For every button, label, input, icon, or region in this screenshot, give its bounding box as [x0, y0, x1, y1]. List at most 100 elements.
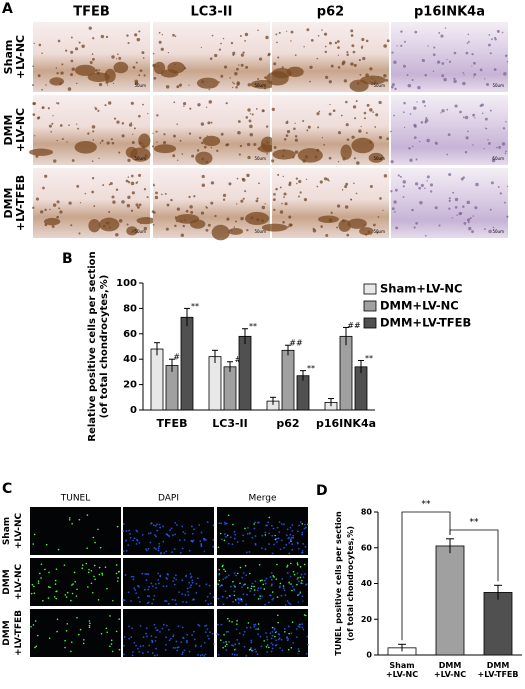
nucleus [174, 599, 177, 602]
cell [125, 179, 129, 183]
cell [56, 215, 59, 219]
row-label: DMM+LV-NC [2, 564, 24, 601]
row-label: DMM+LV-NC [2, 108, 27, 152]
tunel-cell [276, 596, 279, 598]
y-axis-title: Relative positive cells per section(of t… [87, 251, 110, 441]
nucleus [206, 595, 209, 598]
cell [451, 217, 453, 219]
cell [191, 154, 195, 158]
cell [411, 78, 414, 81]
tunel-cell [88, 620, 91, 622]
cell [362, 56, 366, 61]
nucleus [153, 547, 156, 549]
nucleus [290, 632, 293, 635]
cell [336, 204, 341, 208]
nucleus [307, 643, 309, 646]
nucleus [225, 522, 228, 525]
nucleus [238, 642, 241, 645]
tunel-cell [109, 615, 111, 617]
marrow [211, 224, 230, 241]
nucleus [266, 643, 269, 646]
nucleus [122, 523, 125, 525]
nucleus [287, 625, 290, 628]
cell [503, 201, 506, 204]
cell [330, 211, 333, 214]
tunel-cell [249, 648, 252, 651]
cell [161, 34, 164, 36]
row-label-line: +LV-TFEB [14, 175, 27, 231]
nucleus [129, 536, 132, 539]
y-tick-label: 40 [361, 579, 373, 588]
cell [126, 204, 131, 208]
cell [468, 40, 470, 43]
nucleus [147, 588, 150, 591]
cell [138, 114, 141, 118]
nucleus [283, 589, 286, 592]
cell [429, 183, 434, 187]
nucleus [181, 579, 184, 582]
cell [319, 180, 323, 184]
cell [408, 147, 411, 150]
cell [143, 74, 146, 77]
cell [346, 53, 349, 56]
scale-bar: 50um [373, 229, 385, 234]
cell [52, 203, 57, 207]
nucleus [225, 649, 228, 651]
nucleus [135, 592, 138, 595]
cell [285, 134, 289, 137]
nucleus [298, 623, 301, 626]
tunel-cell [90, 582, 93, 585]
cell [385, 79, 389, 82]
nucleus [200, 645, 203, 648]
cell [353, 63, 357, 67]
tunel-cell [68, 517, 71, 519]
nucleus [306, 635, 309, 638]
nucleus [257, 587, 260, 590]
cell [273, 146, 277, 149]
nucleus [178, 539, 181, 542]
cell [105, 35, 109, 39]
cell [329, 103, 331, 106]
cell [76, 82, 78, 85]
nucleus [275, 639, 278, 642]
legend-label: Sham+LV-NC [380, 282, 463, 296]
cell [462, 81, 466, 86]
cell [412, 145, 414, 148]
marrow [261, 223, 288, 232]
nucleus [159, 630, 161, 633]
marrow [125, 146, 138, 158]
cell [466, 42, 469, 45]
tunel-cell [66, 622, 69, 625]
marrow [138, 133, 151, 149]
cell [174, 224, 177, 228]
cell [344, 185, 348, 189]
legend-swatch [363, 317, 377, 329]
cell [237, 130, 241, 135]
nucleus [234, 533, 237, 536]
tunel-cell [87, 586, 89, 588]
cell [101, 139, 104, 142]
tunel-cell [101, 574, 104, 576]
cell [286, 130, 291, 134]
nucleus [182, 600, 184, 603]
nucleus [254, 543, 257, 546]
cell [236, 203, 238, 205]
nucleus [271, 647, 274, 650]
cell [249, 113, 252, 115]
cell [156, 114, 159, 117]
cell [98, 69, 101, 72]
tunel-cell [85, 562, 88, 565]
nucleus [265, 632, 267, 634]
bar [208, 356, 222, 411]
cell [413, 124, 417, 128]
cell [462, 116, 465, 119]
nucleus [138, 600, 141, 603]
cell [464, 115, 469, 120]
nucleus [122, 599, 125, 601]
nucleus [177, 625, 180, 628]
nucleus [179, 551, 182, 554]
cell [400, 30, 403, 33]
cell [363, 111, 367, 115]
cell [258, 182, 260, 185]
nucleus [233, 590, 236, 593]
